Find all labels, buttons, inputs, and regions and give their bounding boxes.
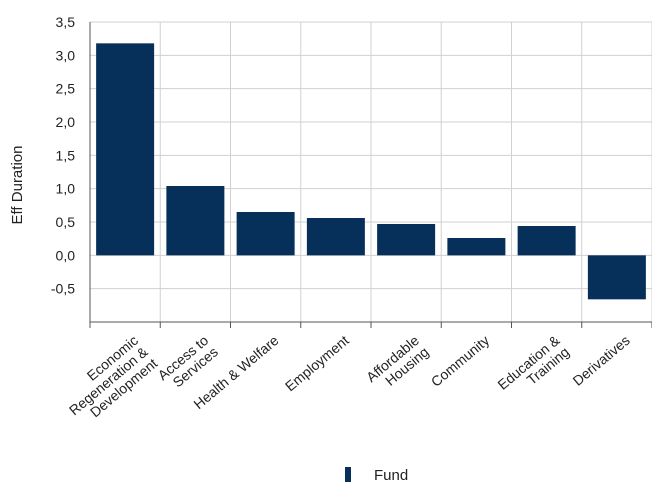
bar (96, 43, 155, 256)
legend-swatch (345, 467, 351, 482)
legend-label: Fund (374, 467, 408, 483)
category-label: Community (428, 332, 493, 390)
y-tick-label: 1,0 (56, 181, 76, 197)
category-label: Derivatives (569, 332, 632, 389)
bar (377, 224, 436, 256)
category-label: Education &Training (494, 332, 572, 405)
bar (447, 238, 506, 256)
category-label: Employment (282, 332, 352, 394)
y-tick-label: 1,5 (56, 147, 76, 163)
bar (517, 226, 576, 256)
y-tick-label: 3,0 (56, 47, 76, 63)
y-tick-label: 2,5 (56, 81, 76, 97)
y-tick-labels: 3,5 3,0 2,5 2,0 1,5 1,0 0,5 0,0 -0,5 (51, 14, 75, 297)
bar (306, 218, 365, 256)
bar (166, 186, 225, 256)
y-tick-label: 0,5 (56, 214, 76, 230)
y-axis-title: Eff Duration (9, 146, 26, 225)
axes (89, 22, 652, 328)
category-label-line: Community (428, 332, 493, 390)
bars (96, 43, 646, 300)
category-label: AffordableHousing (363, 332, 432, 397)
category-label: EconomicRegeneration &Development (56, 332, 161, 430)
y-tick-label: -0,5 (51, 281, 75, 297)
category-label-line: Employment (282, 332, 352, 394)
gridlines (90, 21, 652, 322)
legend: Fund (345, 467, 408, 483)
y-tick-label: 0,0 (56, 247, 76, 263)
category-labels: EconomicRegeneration &DevelopmentAccess … (56, 332, 633, 430)
y-tick-label: 3,5 (56, 14, 76, 30)
category-label-line: Derivatives (569, 332, 632, 389)
y-tick-label: 2,0 (56, 114, 76, 130)
bar (587, 255, 646, 300)
bar (236, 212, 295, 256)
